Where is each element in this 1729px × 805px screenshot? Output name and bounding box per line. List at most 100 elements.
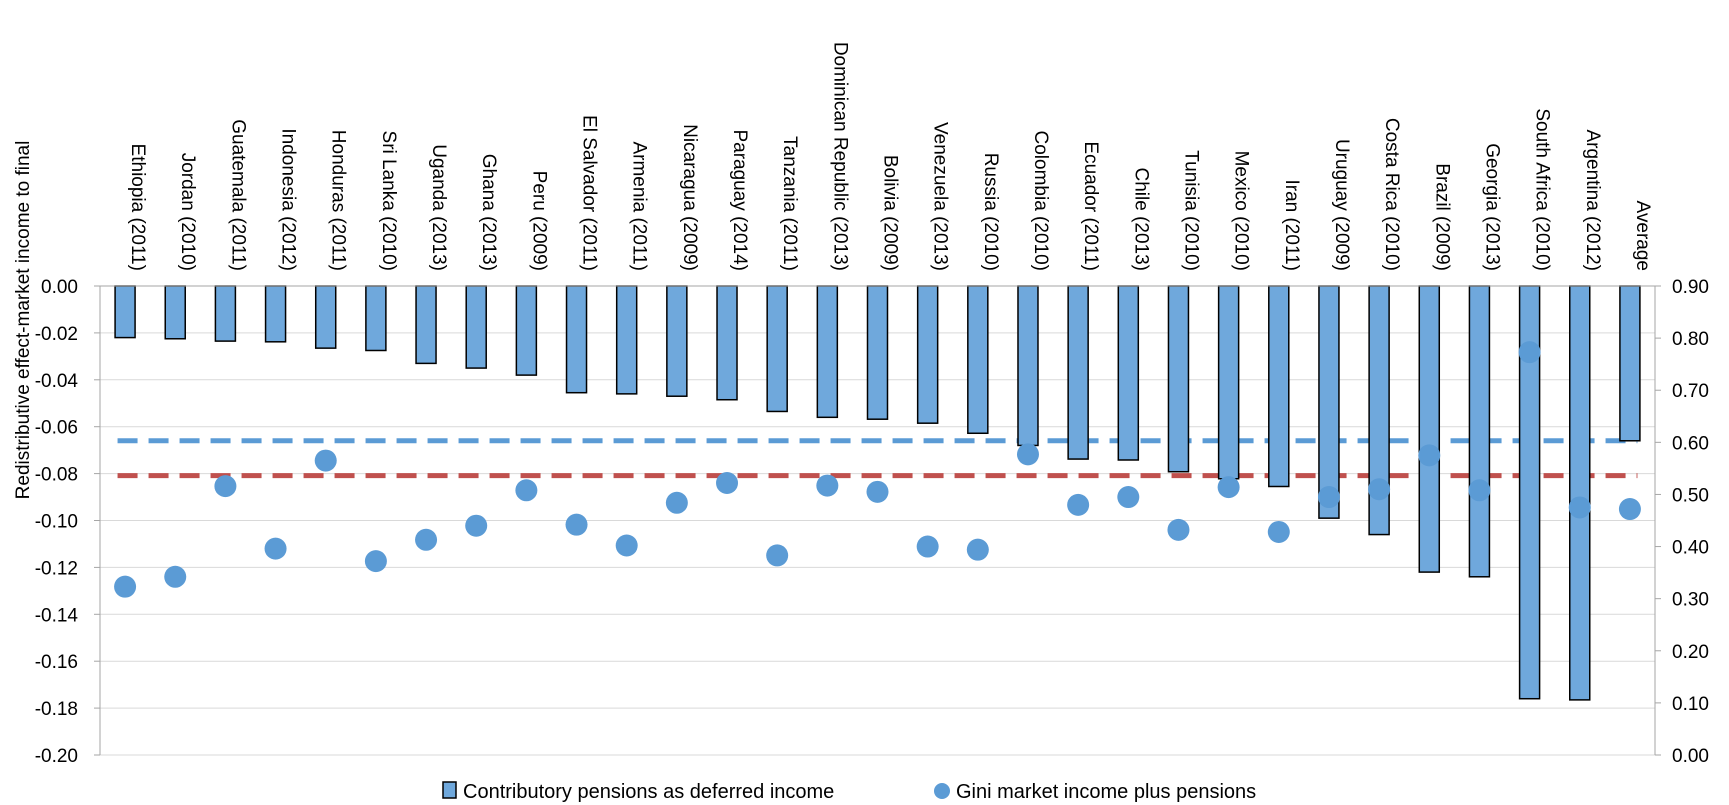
- category-label: Bolivia (2009): [880, 155, 901, 271]
- scatter-point: [364, 550, 387, 573]
- scatter-point: [966, 538, 989, 561]
- scatter-series: [114, 341, 1641, 598]
- y2-tick-label: 0.70: [1672, 381, 1709, 402]
- category-label: Honduras (2011): [328, 130, 349, 271]
- category-label: Paraguay (2014): [729, 129, 750, 271]
- bar: [264, 285, 287, 343]
- category-label: South Africa (2010): [1532, 108, 1553, 271]
- bar-series: [114, 285, 1641, 701]
- bar: [314, 285, 337, 349]
- legend: Contributory pensions as deferred income…: [442, 781, 1256, 803]
- category-label: Tanzania (2011): [779, 136, 800, 271]
- legend-bar-label: Contributory pensions as deferred income: [463, 781, 834, 803]
- y-axis-label: Redistributive effect-market income to f…: [13, 141, 34, 500]
- scatter-point: [1117, 486, 1140, 509]
- bar: [515, 285, 538, 376]
- scatter-point: [1067, 493, 1090, 516]
- category-label: Ecuador (2011): [1080, 141, 1101, 271]
- y-tick-label: -0.14: [35, 605, 79, 626]
- scatter-point: [1468, 479, 1491, 502]
- category-label: Nicaragua (2009): [679, 124, 700, 271]
- bar: [1318, 285, 1340, 519]
- y2-tick-label: 0.40: [1672, 538, 1709, 559]
- y2-tick-label: 0.30: [1672, 590, 1709, 611]
- bar: [1067, 285, 1089, 460]
- scatter-point: [1568, 496, 1591, 519]
- y2-tick-label: 0.20: [1672, 642, 1709, 663]
- scatter-point: [766, 544, 789, 567]
- scatter-point: [214, 475, 237, 498]
- category-label: Peru (2009): [528, 171, 549, 271]
- bar: [1468, 285, 1491, 578]
- legend-dot-swatch: [934, 783, 950, 799]
- scatter-point: [565, 513, 588, 536]
- scatter-point: [1016, 443, 1039, 466]
- category-label: Chile (2013): [1130, 168, 1151, 272]
- y2-tick-label: 0.80: [1672, 329, 1709, 350]
- y2-tick-label: 0.10: [1672, 694, 1709, 715]
- legend-bar-swatch: [442, 781, 457, 799]
- scatter-point: [515, 479, 538, 502]
- bar: [1017, 285, 1039, 447]
- scatter-point: [1167, 518, 1190, 541]
- scatter-point: [114, 575, 137, 598]
- y-tick-label: -0.12: [35, 558, 78, 579]
- scatter-point: [415, 528, 438, 551]
- scatter-point: [716, 471, 739, 494]
- category-label: Armenia (2011): [629, 141, 650, 271]
- reference-lines: [117, 438, 1638, 479]
- bar: [816, 285, 839, 419]
- bar: [415, 285, 437, 365]
- category-label: Average: [1632, 201, 1653, 271]
- y-tick-label: -0.08: [35, 465, 78, 486]
- category-labels: Ethiopia (2011) Jordan (2010) Guatemala (2…: [127, 42, 1653, 271]
- bar: [666, 285, 688, 397]
- category-label: Brazil (2009): [1431, 163, 1452, 271]
- y-tick-label: -0.20: [35, 746, 78, 767]
- scatter-point: [465, 514, 488, 537]
- category-label: Georgia (2013): [1481, 143, 1502, 271]
- scatter-point: [916, 535, 939, 558]
- scatter-point: [665, 491, 688, 514]
- category-label: Uganda (2013): [428, 144, 449, 271]
- scatter-point: [816, 474, 839, 497]
- scatter-point: [164, 565, 187, 588]
- bar: [214, 285, 237, 342]
- scatter-point: [264, 537, 287, 560]
- category-label: Ghana (2013): [478, 154, 499, 271]
- y2-tick-label: 0.50: [1672, 485, 1709, 506]
- bar: [1268, 285, 1290, 488]
- y2-tick-label: 0.90: [1672, 277, 1709, 298]
- bar: [1569, 285, 1591, 701]
- bar: [1167, 285, 1190, 473]
- scatter-point: [866, 480, 889, 503]
- scatter-point: [314, 449, 337, 472]
- category-label: Tunisia (2010): [1180, 150, 1201, 271]
- scatter-point: [1418, 444, 1441, 467]
- category-label: Jordan (2010): [177, 153, 198, 271]
- category-label: Costa Rica (2010): [1381, 118, 1402, 271]
- bar: [1217, 285, 1240, 480]
- bar: [766, 285, 788, 413]
- category-label: Indonesia (2012): [278, 128, 299, 271]
- scatter-point: [1518, 341, 1541, 364]
- y2-tick-label: 0.60: [1672, 433, 1709, 454]
- bar: [967, 285, 989, 435]
- y-tick-label: -0.18: [35, 699, 78, 720]
- y-tick-label: -0.02: [35, 324, 78, 345]
- category-label: El Salvador (2011): [579, 115, 600, 271]
- category-label: Argentina (2012): [1582, 129, 1603, 271]
- category-label: Venezuela (2013): [930, 122, 951, 271]
- bar: [615, 285, 638, 395]
- scatter-point: [1267, 520, 1290, 543]
- y2-tick-label: 0.00: [1672, 746, 1709, 767]
- y-tick-label: 0.00: [41, 277, 78, 298]
- bar: [365, 285, 387, 352]
- y-tick-label: -0.10: [35, 512, 78, 533]
- category-label: Iran (2011): [1281, 179, 1302, 271]
- category-label: Uruguay (2009): [1331, 139, 1352, 271]
- scatter-point: [1317, 486, 1340, 509]
- category-label: Dominican Republic (2013): [829, 42, 850, 271]
- scatter-point: [615, 534, 638, 557]
